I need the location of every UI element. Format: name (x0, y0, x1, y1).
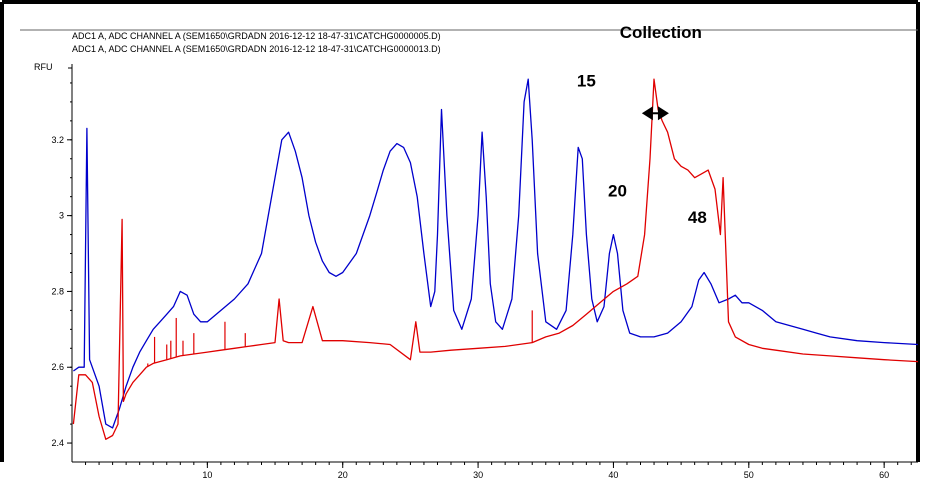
annotation-1: Collection (620, 23, 702, 42)
x-tick-label: 60 (879, 470, 889, 480)
annotation-3: 20 (608, 182, 627, 201)
series-line-1 (73, 78, 919, 429)
series-layer (72, 78, 919, 440)
x-tick-label: 10 (202, 470, 212, 480)
y-tick-label: 3 (59, 211, 64, 221)
x-tick-label: 50 (744, 470, 754, 480)
y-tick-label: 3.2 (51, 135, 64, 145)
annotation-4: 48 (688, 208, 707, 227)
axes-layer: 2.4 2.6 2.8 3 3.2 10 20 30 40 50 60 (51, 64, 918, 480)
y-tick-label: 2.6 (51, 362, 64, 372)
collection-arrow-right-icon (657, 106, 669, 121)
x-tick-label: 20 (338, 470, 348, 480)
collection-arrow-left-icon (641, 106, 653, 121)
legend-series-1: ADC1 A, ADC CHANNEL A (SEM1650\GRDADN 20… (72, 31, 441, 41)
series-line-2 (72, 78, 919, 440)
annotation-2: 15 (577, 72, 596, 91)
y-tick-label: 2.8 (51, 286, 64, 296)
x-tick-label: 30 (473, 470, 483, 480)
annotation-layer: Collection 15 20 48 (577, 23, 707, 227)
y-axis-label: RFU (34, 62, 53, 72)
legend-series-2: ADC1 A, ADC CHANNEL A (SEM1650\GRDADN 20… (72, 44, 441, 54)
y-tick-label: 2.4 (51, 438, 64, 448)
x-tick-label: 40 (608, 470, 618, 480)
